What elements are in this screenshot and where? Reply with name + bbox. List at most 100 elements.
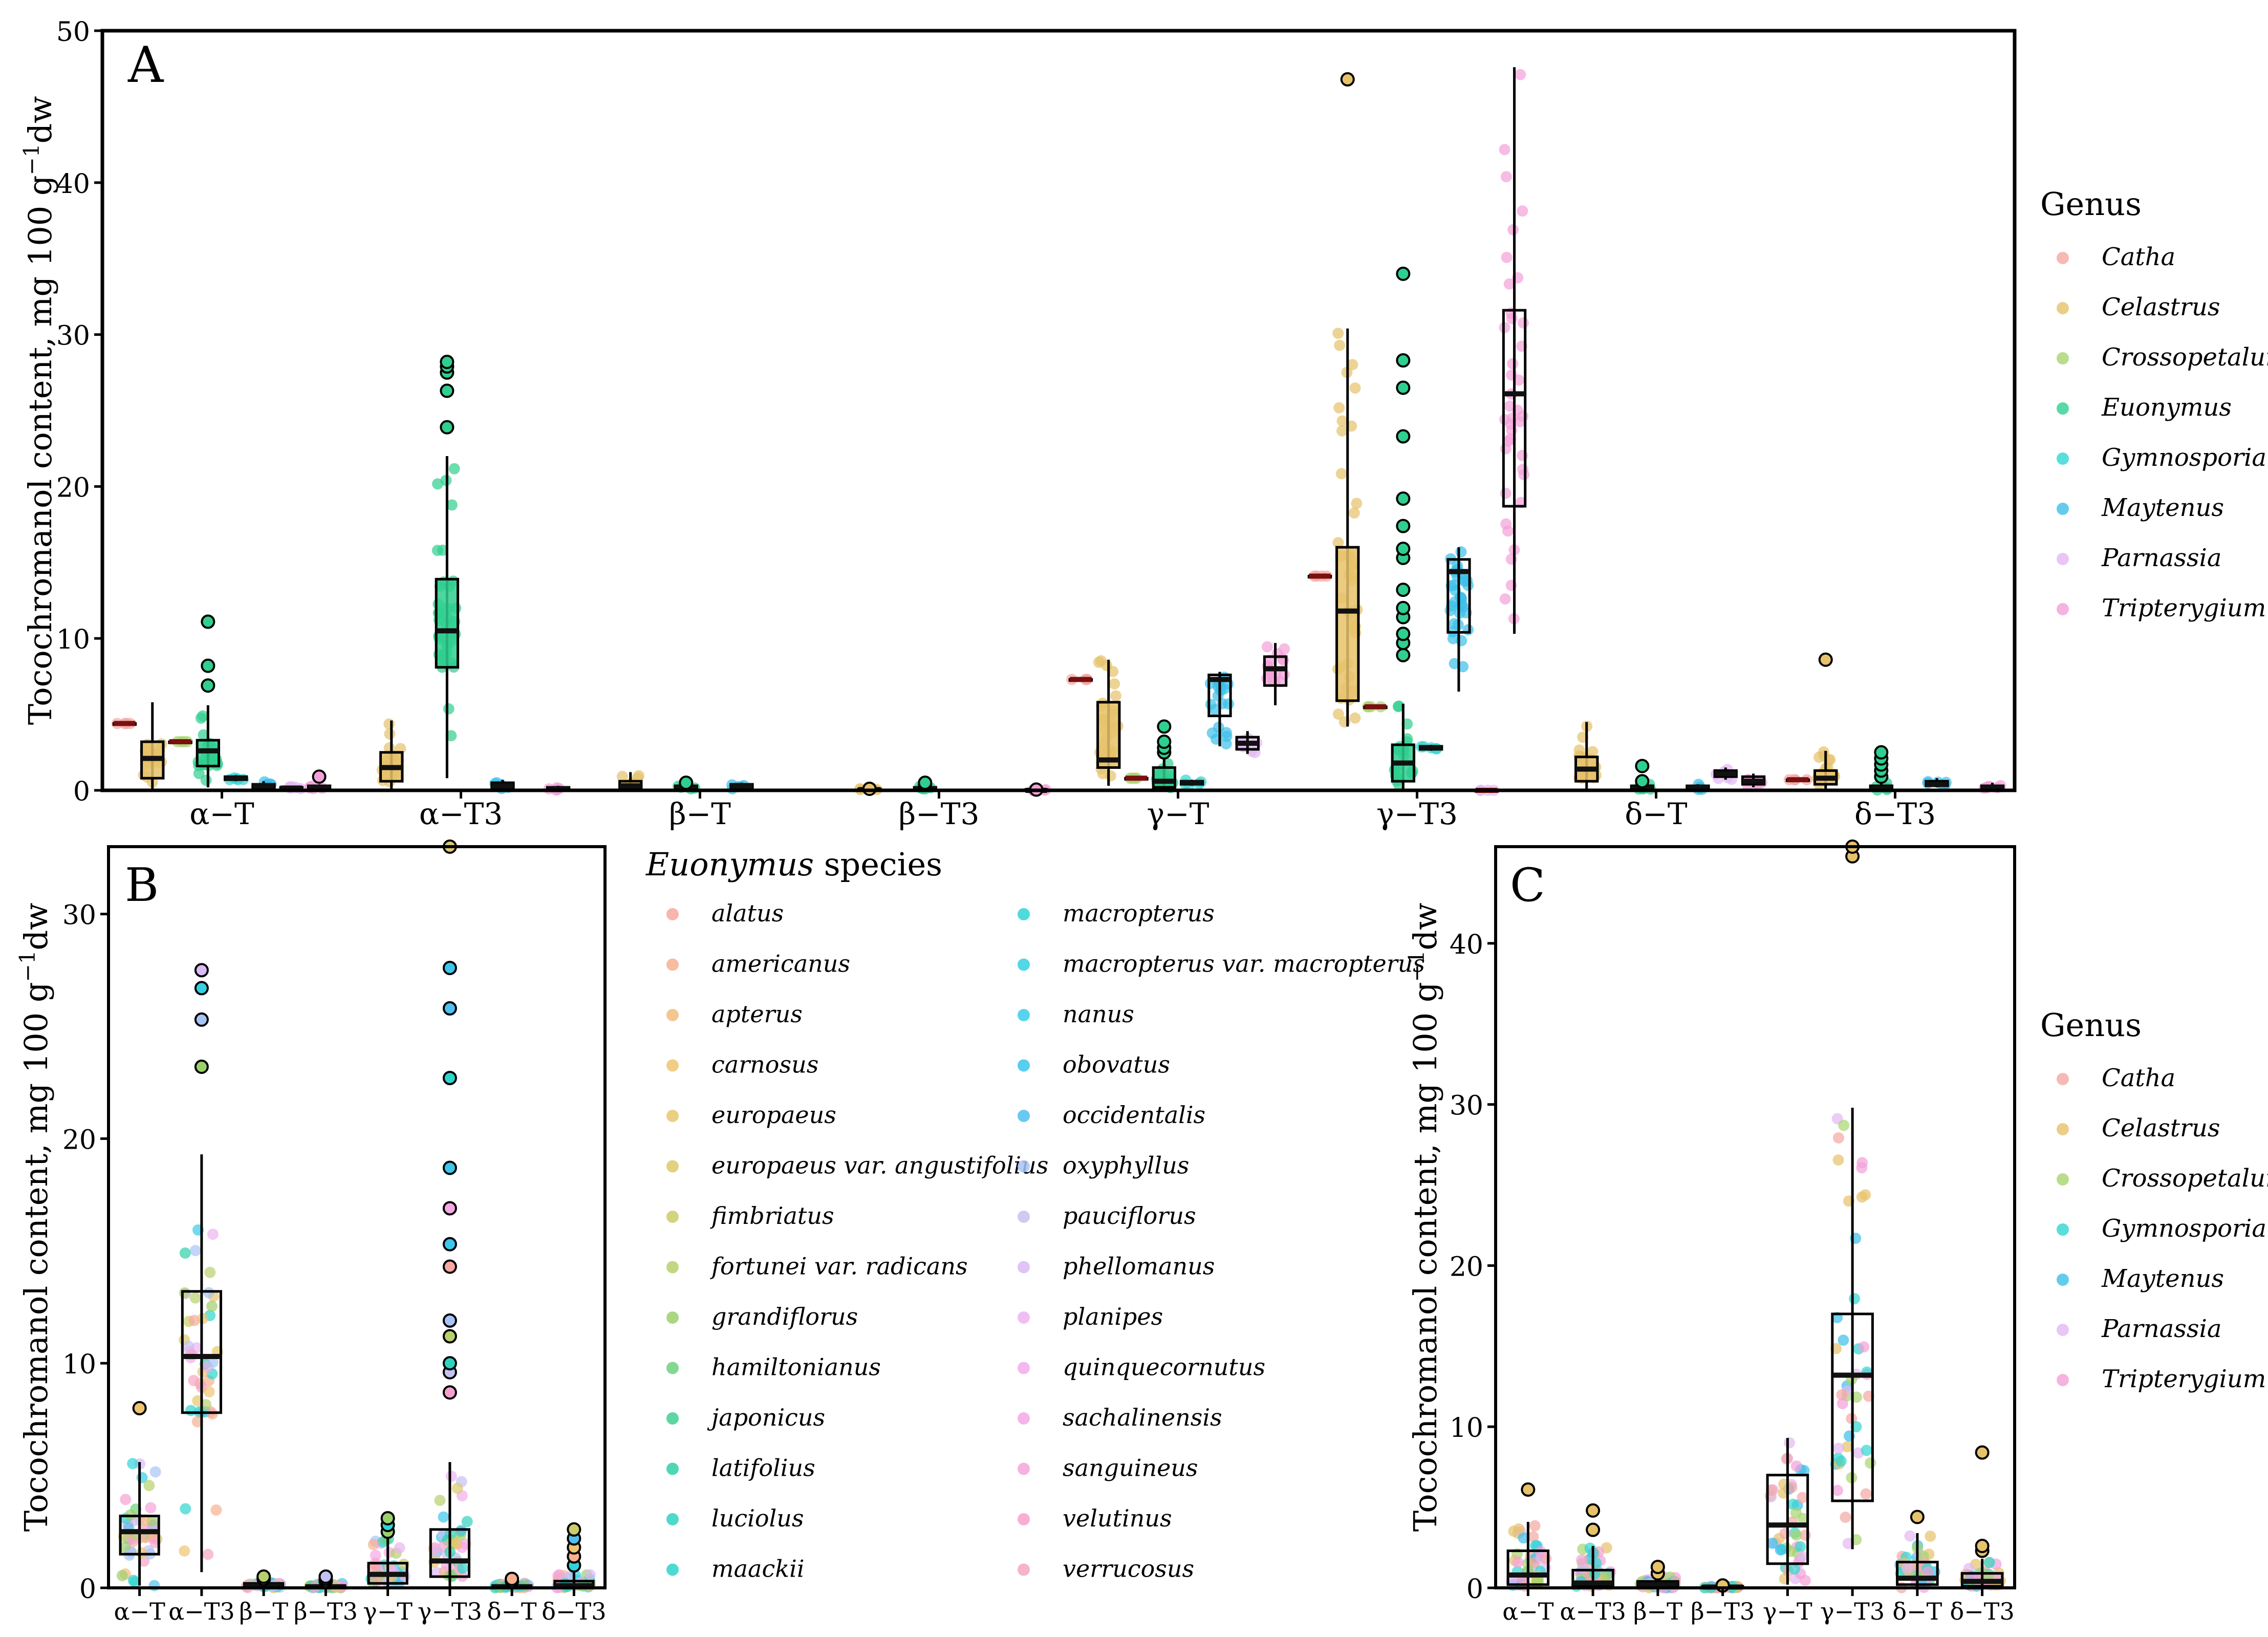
data-point bbox=[1922, 1566, 1934, 1578]
outlier-point bbox=[1340, 72, 1355, 87]
outlier-point bbox=[194, 1012, 209, 1027]
data-point bbox=[1904, 1530, 1916, 1542]
data-point bbox=[446, 499, 458, 511]
legend-label: Maytenus bbox=[2101, 1264, 2224, 1293]
data-point bbox=[1865, 1457, 1876, 1469]
outlier-point bbox=[442, 1237, 457, 1252]
data-point bbox=[1860, 1488, 1872, 1500]
data-point bbox=[1261, 641, 1273, 653]
legend-label: hamiltonianus bbox=[711, 1353, 881, 1381]
box-group bbox=[251, 776, 277, 792]
box-group bbox=[1179, 774, 1207, 791]
legend-label: occidentalis bbox=[1063, 1101, 1205, 1129]
outlier-point bbox=[1635, 759, 1650, 773]
outlier-point bbox=[132, 1401, 147, 1415]
data-point bbox=[140, 1532, 152, 1543]
outlier-point bbox=[1818, 652, 1833, 667]
data-point bbox=[120, 1494, 132, 1505]
genus-legend-a-title: Genus bbox=[2040, 185, 2142, 223]
panel-c-y-axis-label: Tocochromanol content, mg 100 g−1dw bbox=[1404, 903, 1444, 1532]
legend-swatch bbox=[1018, 1211, 1030, 1223]
data-point bbox=[180, 1503, 191, 1515]
outlier-point bbox=[442, 1385, 457, 1400]
y-tick-label: 10 bbox=[56, 624, 90, 655]
legend-swatch bbox=[2057, 1073, 2069, 1085]
panel-a-plot bbox=[111, 67, 2006, 797]
outlier-point bbox=[1157, 735, 1172, 749]
box-group bbox=[1415, 741, 1443, 755]
legend-label: europaeus var. angustifolius bbox=[711, 1152, 1048, 1179]
legend-swatch bbox=[1018, 1311, 1030, 1324]
legend-swatch bbox=[2057, 1374, 2069, 1386]
box-group bbox=[376, 718, 406, 789]
data-point bbox=[384, 728, 396, 740]
box-group bbox=[179, 963, 223, 1573]
outlier-point bbox=[1396, 648, 1411, 662]
box-group bbox=[1959, 1445, 2006, 1592]
outlier-point bbox=[1157, 719, 1172, 734]
box-group bbox=[223, 772, 249, 786]
box-group bbox=[365, 1511, 411, 1589]
box bbox=[119, 1515, 160, 1556]
data-point bbox=[1500, 171, 1512, 183]
box-group bbox=[1505, 1482, 1552, 1592]
y-tick-label: 0 bbox=[79, 1574, 96, 1605]
data-point bbox=[1351, 498, 1363, 509]
data-point bbox=[1332, 537, 1344, 549]
legend-swatch bbox=[666, 1563, 679, 1576]
x-tick-label: γ−T3 bbox=[418, 1598, 482, 1625]
data-point bbox=[149, 1466, 161, 1478]
data-point bbox=[1836, 1389, 1848, 1401]
outlier-point bbox=[679, 776, 694, 790]
legend-label: Catha bbox=[2102, 243, 2175, 271]
legend-swatch bbox=[2057, 553, 2069, 565]
legend-label: Gymnosporia bbox=[2102, 1214, 2266, 1243]
data-point bbox=[1332, 708, 1344, 720]
box bbox=[435, 577, 460, 669]
outlier-point bbox=[201, 614, 215, 629]
data-point bbox=[127, 1575, 139, 1586]
legend-label: sachalinensis bbox=[1063, 1404, 1222, 1431]
data-point bbox=[438, 1511, 449, 1523]
box bbox=[1502, 309, 1527, 508]
y-tick-label: 10 bbox=[62, 1349, 96, 1380]
box-group bbox=[1686, 779, 1710, 795]
x-tick-label: γ−T3 bbox=[1376, 796, 1458, 831]
data-point bbox=[368, 1539, 379, 1550]
box-group bbox=[1389, 266, 1418, 790]
data-point bbox=[1518, 1532, 1529, 1544]
data-point bbox=[1499, 593, 1511, 605]
outlier-point bbox=[1396, 491, 1411, 506]
panel-c-plot bbox=[1505, 839, 2006, 1593]
legend-swatch bbox=[666, 1160, 679, 1173]
box bbox=[1096, 701, 1121, 769]
box-group bbox=[1362, 701, 1388, 713]
data-point bbox=[1501, 251, 1513, 263]
y-tick-label: 10 bbox=[1450, 1413, 1483, 1444]
box-group bbox=[1783, 774, 1812, 786]
data-point bbox=[1457, 601, 1469, 613]
legend-label: Euonymus bbox=[2101, 393, 2232, 422]
legend-label: Crossopetalum bbox=[2102, 343, 2268, 372]
box-group bbox=[1499, 67, 1530, 634]
legend-label: japonicus bbox=[707, 1404, 825, 1431]
data-point bbox=[1778, 1487, 1789, 1499]
x-tick-label: β−T3 bbox=[1691, 1598, 1755, 1625]
data-point bbox=[1223, 698, 1235, 710]
data-point bbox=[179, 1247, 191, 1259]
box-group bbox=[1741, 773, 1767, 791]
data-point bbox=[1347, 359, 1358, 371]
legend-swatch bbox=[1018, 1110, 1030, 1122]
box-group bbox=[1307, 570, 1333, 582]
data-point bbox=[1837, 1398, 1848, 1410]
data-point bbox=[461, 1516, 473, 1527]
legend-swatch bbox=[2057, 503, 2069, 515]
data-point bbox=[1459, 575, 1471, 587]
legend-swatch bbox=[1018, 1412, 1030, 1425]
data-point bbox=[445, 1471, 457, 1482]
data-point bbox=[1261, 673, 1273, 684]
data-point bbox=[1796, 1550, 1808, 1562]
data-point bbox=[1860, 1189, 1871, 1201]
data-point bbox=[1779, 1527, 1791, 1539]
legend-label: quinquecornutus bbox=[1063, 1353, 1265, 1381]
